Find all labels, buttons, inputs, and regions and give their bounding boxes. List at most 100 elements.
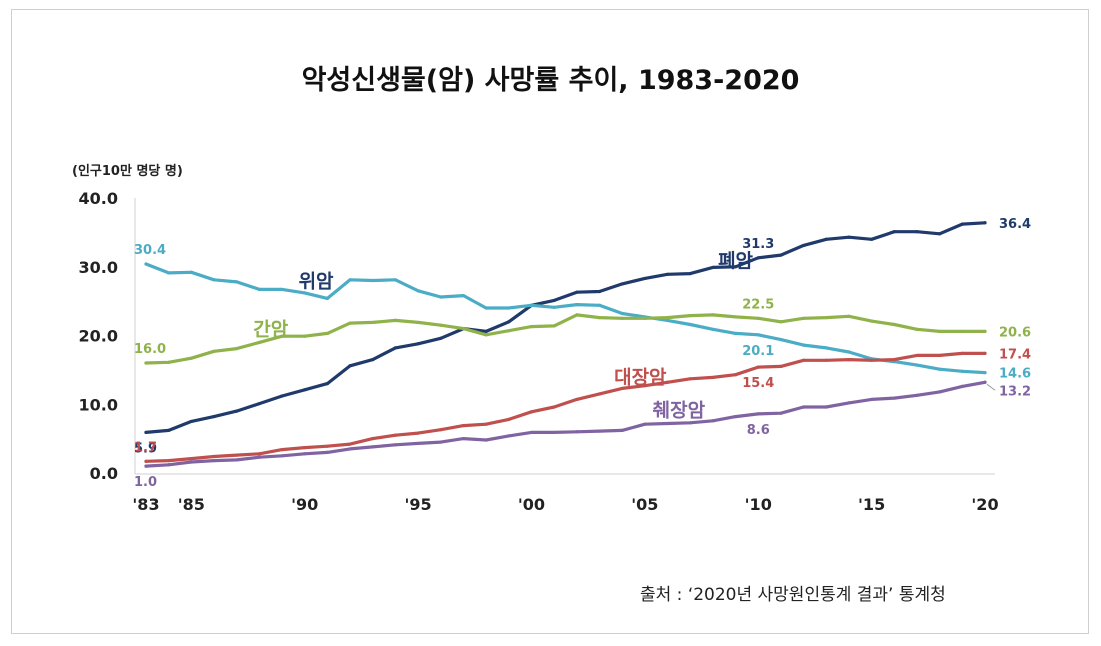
data-point (235, 458, 239, 462)
data-point (688, 421, 692, 425)
data-point (643, 384, 647, 388)
data-point (507, 320, 511, 324)
data-point (439, 440, 443, 444)
data-point (960, 222, 964, 226)
data-point (393, 443, 398, 447)
data-point (257, 455, 261, 459)
data-point (257, 452, 261, 456)
data-point (280, 334, 284, 338)
data-point (325, 444, 330, 448)
chart-title: 악성신생물(암) 사망률 추이, 1983-2020 (301, 65, 800, 96)
data-point (870, 319, 874, 323)
data-point (575, 430, 579, 434)
data-point (665, 272, 670, 276)
data-point (824, 237, 828, 241)
data-point (461, 327, 466, 331)
data-point (665, 316, 670, 320)
data-point (597, 429, 602, 433)
data-point (212, 415, 216, 419)
source-note: 출처 : ‘2020년 사망원인통계 결과’ 통계청 (640, 585, 946, 605)
data-point (325, 331, 330, 336)
x-tick-label: '20 (971, 495, 998, 514)
data-point (529, 324, 534, 329)
data-point (711, 327, 715, 331)
data-point (416, 320, 420, 325)
data-point (847, 401, 851, 405)
data-point (461, 437, 466, 441)
data-point (915, 327, 919, 331)
data-point (212, 349, 216, 353)
data-point (597, 303, 602, 307)
data-point (620, 316, 624, 320)
data-point (711, 313, 715, 317)
data-point (575, 290, 579, 294)
data-point (575, 313, 579, 317)
data-point (620, 428, 624, 432)
data-point (665, 318, 670, 322)
x-tick-label: '15 (858, 495, 885, 514)
data-point (439, 295, 443, 299)
data-point (597, 392, 602, 396)
data-point (167, 463, 171, 467)
data-point (348, 364, 352, 368)
data-point (983, 221, 987, 225)
data-point (870, 237, 874, 241)
data-point (484, 422, 488, 426)
series-line-췌장암 (144, 380, 987, 468)
data-point (348, 321, 352, 325)
data-point (688, 322, 692, 327)
data-point (371, 437, 375, 441)
y-tick-label: 10.0 (79, 395, 118, 414)
data-point (507, 417, 511, 421)
data-point (212, 278, 216, 282)
data-point (348, 447, 352, 451)
data-point (416, 289, 420, 293)
data-label: 8.6 (747, 423, 770, 438)
data-point (892, 357, 896, 362)
data-point (597, 316, 602, 320)
data-point (938, 367, 942, 371)
data-point (167, 360, 171, 364)
data-point (915, 363, 919, 367)
data-point (167, 271, 171, 275)
data-point (303, 388, 307, 392)
data-point (167, 428, 171, 432)
data-point (280, 287, 284, 292)
data-point (371, 445, 375, 449)
series-line-위암 (144, 262, 987, 375)
x-tick-label: '83 (132, 495, 159, 514)
data-point (711, 419, 715, 423)
data-point (257, 287, 261, 292)
series-label: 대장암 (614, 367, 667, 389)
data-point (779, 411, 783, 415)
data-point (597, 289, 602, 294)
y-tick-label: 0.0 (90, 464, 118, 483)
data-point (371, 320, 375, 325)
data-point (144, 262, 148, 266)
data-point (779, 320, 783, 324)
data-point (983, 380, 987, 384)
data-point (529, 430, 534, 435)
data-point (643, 316, 647, 320)
data-point (371, 357, 375, 362)
y-axis-unit-label: (인구10만 명당 명) (72, 164, 183, 179)
data-point (144, 464, 148, 468)
data-point (212, 454, 216, 459)
data-point (439, 336, 443, 340)
data-point (915, 230, 919, 234)
data-point (393, 346, 398, 350)
data-point (938, 353, 942, 358)
data-point (801, 343, 806, 347)
data-point (303, 334, 307, 338)
data-point (960, 329, 964, 333)
series-line-대장암 (144, 351, 987, 463)
data-point (960, 384, 964, 388)
data-point (325, 296, 330, 300)
data-label: 14.6 (999, 367, 1031, 382)
data-point (235, 409, 239, 413)
data-point (189, 356, 193, 360)
data-label: 36.4 (999, 217, 1031, 232)
data-point (688, 272, 692, 276)
data-point (824, 358, 828, 362)
data-point (847, 314, 851, 318)
